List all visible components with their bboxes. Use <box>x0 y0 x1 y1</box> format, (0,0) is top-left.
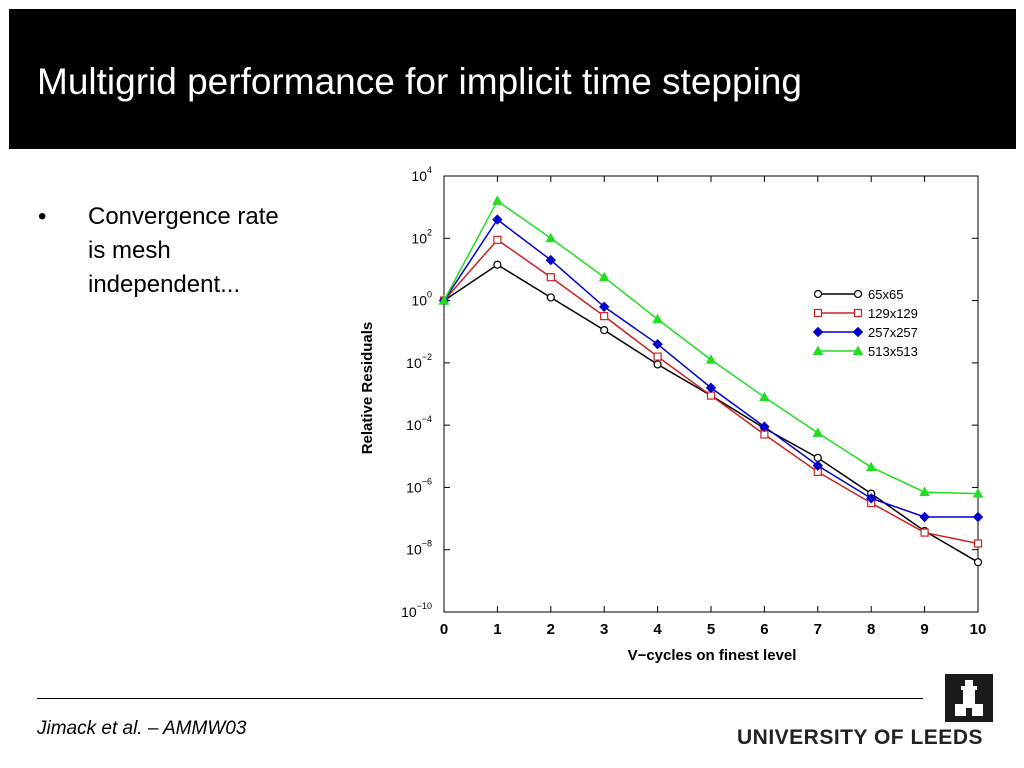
data-point <box>972 511 984 523</box>
data-point <box>600 326 609 335</box>
data-point <box>545 232 557 243</box>
residuals-chart: 0 1 2 3 4 5 6 7 8 9 10 104 102 100 10−2 10−4 10−6 10−8 10−… <box>359 165 986 664</box>
legend-layer: 65x65 129x129 257x257 513x513 <box>812 287 918 359</box>
legend-marker <box>812 326 824 338</box>
data-point <box>812 427 824 437</box>
data-point <box>813 453 822 462</box>
y-tick-label: 104 <box>411 165 432 184</box>
legend-marker <box>813 308 823 318</box>
x-tick-label: 2 <box>547 621 555 638</box>
data-point <box>919 486 930 497</box>
legend-marker <box>852 345 864 355</box>
legend-entry-129x129: 129x129 <box>813 306 918 321</box>
data-point <box>598 271 610 282</box>
data-point <box>705 354 717 364</box>
data-point <box>812 460 824 471</box>
data-point <box>706 391 716 400</box>
data-point <box>652 313 663 324</box>
legend-marker <box>813 289 823 299</box>
y-tick-label: 10−6 <box>406 476 432 495</box>
data-point <box>919 511 930 523</box>
data-point <box>653 360 662 369</box>
bullet-line: is mesh <box>88 237 171 264</box>
slide-title: Multigrid performance for implicit time … <box>37 61 802 102</box>
y-axis-label: Relative Residuals <box>359 322 376 455</box>
x-tick-label: 7 <box>814 621 822 638</box>
legend-entry-513x513: 513x513 <box>812 344 918 359</box>
data-point <box>865 493 877 504</box>
legend-marker <box>852 326 864 338</box>
y-tick-label: 10−4 <box>406 414 432 433</box>
data-point <box>546 273 555 282</box>
series-257x257 <box>438 214 984 523</box>
data-point <box>493 260 502 269</box>
legend-label: 129x129 <box>868 306 918 321</box>
bullet-item: • Convergence rate is mesh independent..… <box>38 200 338 302</box>
y-tick-label: 10−2 <box>406 352 432 371</box>
data-point <box>438 295 450 305</box>
data-point <box>972 488 984 498</box>
x-tick-label: 10 <box>970 621 987 638</box>
data-point <box>705 382 717 393</box>
y-tick-label: 102 <box>411 227 432 246</box>
data-point <box>653 352 662 361</box>
legend-label: 513x513 <box>868 344 918 359</box>
data-point <box>973 539 983 548</box>
footer-citation: Jimack et al. – AMMW03 <box>37 718 247 739</box>
series-line-257x257 <box>443 218 978 518</box>
series-513x513 <box>438 195 984 498</box>
y-tick-label: 10−8 <box>406 539 432 558</box>
x-axis-label: V−cycles on finest level <box>628 647 797 664</box>
data-point <box>492 195 503 205</box>
legend-marker <box>853 289 863 299</box>
data-point <box>598 301 610 313</box>
data-point <box>493 235 502 244</box>
title-bar: Multigrid performance for implicit time … <box>9 9 1016 149</box>
data-point <box>920 528 929 537</box>
x-tick-label: 9 <box>920 621 928 638</box>
data-point <box>545 254 557 266</box>
series-layer <box>438 195 984 567</box>
bullet-marker: • <box>38 203 47 230</box>
x-tick-label: 1 <box>493 621 501 638</box>
footer-divider <box>37 698 923 699</box>
legend-label: 65x65 <box>868 287 903 302</box>
data-point <box>759 391 770 402</box>
bullet-list: • Convergence rate is mesh independent..… <box>38 200 338 302</box>
x-tick-label: 4 <box>653 621 662 638</box>
data-point <box>973 558 983 567</box>
y-tick-label: 100 <box>411 290 432 309</box>
legend-entry-257x257: 257x257 <box>812 325 918 340</box>
legend-entry-65x65: 65x65 <box>813 287 903 302</box>
legend-label: 257x257 <box>868 325 918 340</box>
x-tick-label: 6 <box>760 621 768 638</box>
x-tick-label: 0 <box>440 621 448 638</box>
bullet-line: independent... <box>88 271 241 298</box>
x-tick-label: 8 <box>867 621 875 638</box>
data-point <box>492 214 503 225</box>
data-point <box>760 430 769 439</box>
bullet-line: Convergence rate <box>88 203 279 230</box>
data-point <box>759 421 770 432</box>
x-tick-label: 3 <box>600 621 608 638</box>
legend-marker <box>853 308 863 318</box>
axes-layer: 0 1 2 3 4 5 6 7 8 9 10 104 102 100 10−2 10−4 10−6 10−8 10−… <box>401 165 986 638</box>
data-point <box>546 293 555 302</box>
legend-marker <box>812 345 824 355</box>
x-tick-label: 5 <box>707 621 715 638</box>
university-tower-icon <box>945 674 993 722</box>
university-logo-text: UNIVERSITY OF LEEDS <box>737 726 983 749</box>
data-point <box>600 312 609 321</box>
y-tick-label: 10−10 <box>401 601 432 620</box>
data-point <box>865 461 877 472</box>
data-point <box>652 338 663 350</box>
